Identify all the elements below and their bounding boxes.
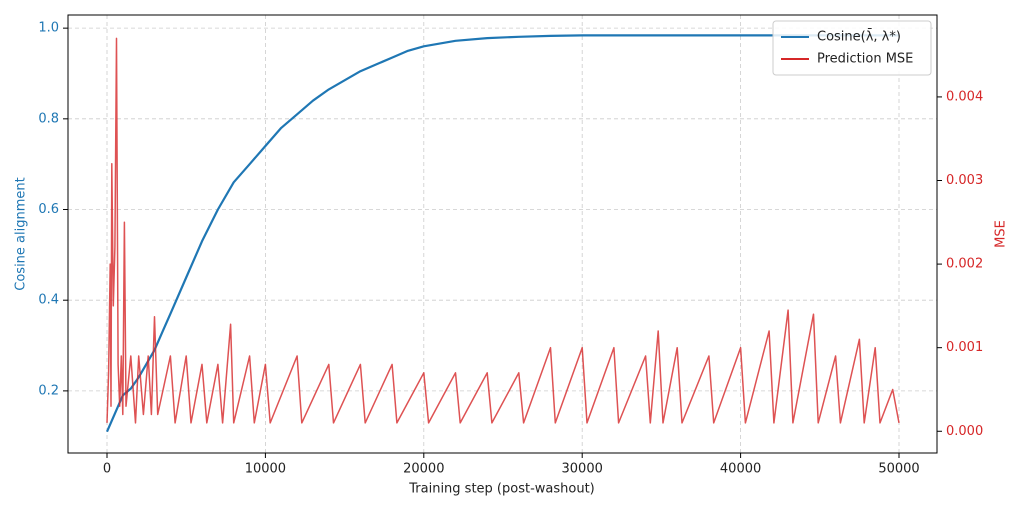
legend-label: Prediction MSE xyxy=(817,52,913,67)
y-tick-label: 0.8 xyxy=(38,111,59,126)
series-line xyxy=(106,37,900,424)
x-tick-label: 40000 xyxy=(720,462,761,477)
x-tick-label: 30000 xyxy=(562,462,603,477)
y-axis-label: Cosine alignment xyxy=(14,177,29,290)
y-tick-label: 1.0 xyxy=(38,21,59,36)
y2-tick-label: 0.004 xyxy=(946,89,983,104)
y2-tick-label: 0.001 xyxy=(946,340,983,355)
y2-tick-label: 0.003 xyxy=(946,173,983,188)
x-tick-label: 10000 xyxy=(245,462,286,477)
legend-box xyxy=(772,20,932,76)
x-tick-label: 50000 xyxy=(878,462,919,477)
legend-label: Cosine(λ̄, λ*) xyxy=(817,29,901,44)
x-tick-label: 0 xyxy=(103,462,111,477)
y2-axis-label: MSE xyxy=(994,220,1009,248)
y2-tick-label: 0.000 xyxy=(946,424,983,439)
y2-tick-label: 0.002 xyxy=(946,257,983,272)
y-tick-label: 0.4 xyxy=(38,293,59,308)
y-tick-label: 0.6 xyxy=(38,202,59,217)
series-line xyxy=(105,34,899,433)
x-axis-label: Training step (post-washout) xyxy=(408,482,595,497)
plot-frame xyxy=(67,14,938,454)
y-tick-label: 0.2 xyxy=(38,383,59,398)
x-tick-label: 20000 xyxy=(403,462,444,477)
